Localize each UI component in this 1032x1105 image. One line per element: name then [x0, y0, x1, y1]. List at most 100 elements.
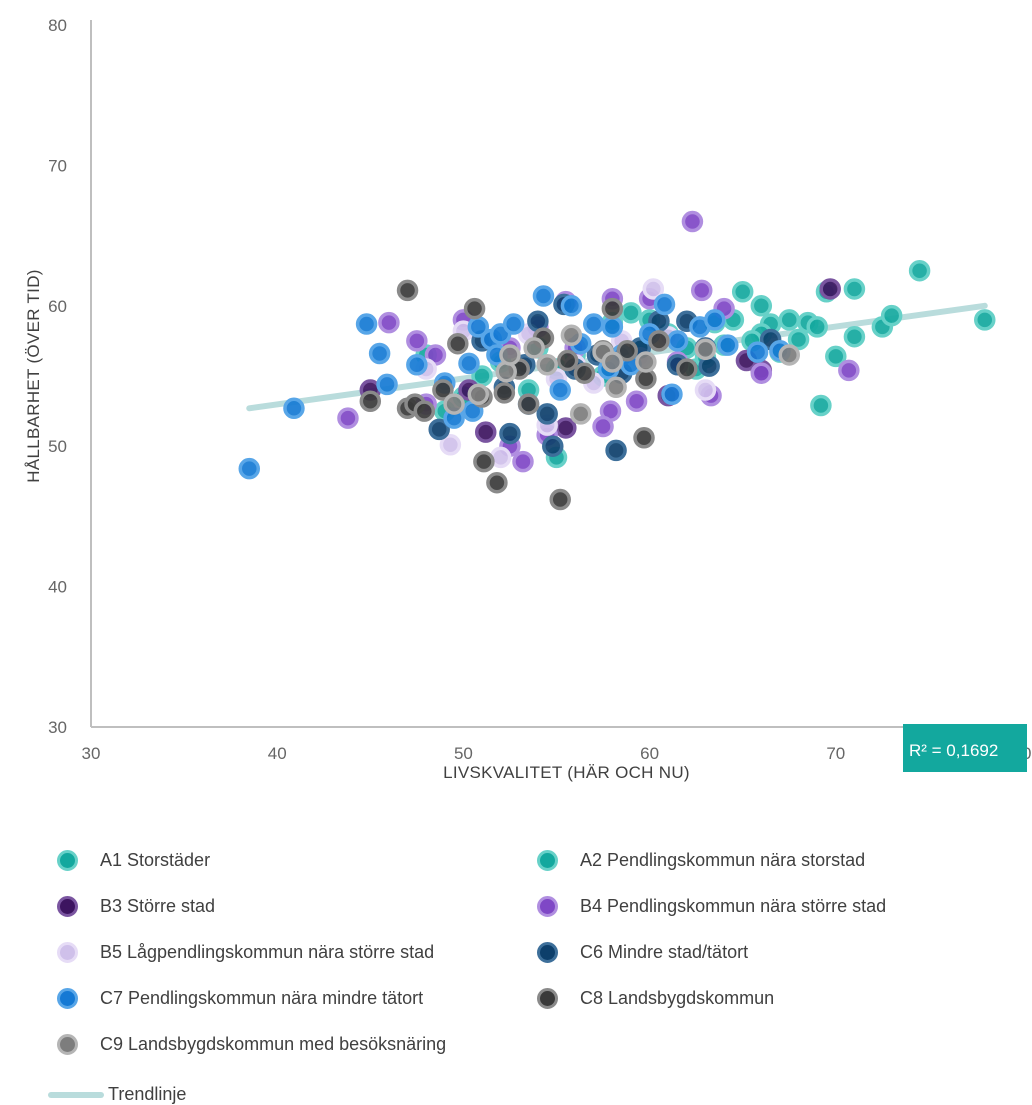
data-point [843, 278, 866, 300]
data-point [536, 403, 558, 425]
legend-marker [537, 942, 558, 963]
data-point [536, 354, 558, 376]
legend-item: B3 Större stad [57, 896, 215, 917]
legend-label: B5 Lågpendlingskommun nära större stad [100, 942, 435, 962]
data-point [690, 279, 713, 302]
data-point [555, 417, 577, 439]
data-point [635, 351, 657, 373]
data-point [908, 259, 931, 282]
data-point [592, 415, 614, 438]
data-point [376, 373, 398, 396]
data-point [843, 325, 866, 348]
legend-label: B3 Större stad [100, 896, 216, 916]
data-point [642, 278, 665, 300]
data-point [337, 407, 359, 429]
x-axis-title: LIVSKVALITET (HÄR OCH NU) [443, 763, 690, 782]
legend-marker [537, 850, 558, 871]
legend-item: B5 Lågpendlingskommun nära större stad [57, 942, 434, 963]
data-point [432, 379, 454, 401]
data-point [750, 362, 773, 384]
y-tick-label: 80 [48, 16, 67, 35]
data-point [238, 457, 261, 480]
data-point [458, 352, 480, 375]
y-tick-label: 50 [48, 437, 67, 456]
data-point [549, 488, 571, 511]
x-tick-label: 50 [454, 744, 473, 763]
data-point [787, 328, 810, 351]
data-point [661, 383, 683, 406]
legend-marker [57, 850, 78, 871]
data-point [582, 313, 605, 335]
scatter-chart: 30 40 50 60 70 80 30 40 50 60 70 80 LIVSKVALITET (… [24, 16, 1031, 782]
data-point [486, 471, 508, 494]
data-point [653, 293, 676, 316]
y-tick-label: 70 [48, 156, 67, 175]
data-point [676, 358, 698, 380]
data-point [648, 330, 670, 352]
y-axis-title: HÅLLBARHET (ÖVER TID) [24, 269, 43, 483]
data-point [573, 362, 596, 384]
data-point [428, 418, 450, 441]
data-point [750, 295, 773, 317]
data-point [666, 330, 689, 352]
data-point [681, 210, 704, 233]
data-point [378, 311, 400, 334]
legend-label: C8 Landsbygdskommun [580, 988, 775, 1008]
data-point [560, 295, 583, 317]
data-point [368, 342, 391, 365]
data-point [731, 281, 754, 303]
data-point [493, 382, 516, 404]
data-point [447, 332, 469, 355]
data-point [620, 302, 642, 324]
data-point [406, 354, 428, 376]
data-point [523, 337, 545, 359]
legend-item: B4 Pendlingskommun nära större stad [537, 896, 886, 917]
legend-marker [537, 988, 558, 1009]
data-point [704, 309, 726, 331]
data-point [549, 379, 571, 401]
data-point [810, 394, 832, 417]
data-point [439, 434, 462, 456]
data-point [359, 390, 382, 413]
data-point [283, 397, 305, 420]
chart-legend: A1 Storstäder A2 Pendlingskommun nära sto… [0, 820, 1032, 1104]
data-point [601, 297, 624, 320]
data-point [778, 344, 800, 366]
legend-label: C7 Pendlingskommun nära mindre tätort [100, 988, 424, 1008]
data-point [499, 344, 521, 366]
legend-marker [57, 1034, 78, 1055]
data-point [569, 403, 592, 425]
r2-label: R² = 0,1692 [903, 724, 1027, 772]
legend-label: C9 Landsbygdskommun med besöksnäring [100, 1034, 447, 1054]
data-point [778, 309, 800, 331]
data-point [698, 355, 720, 377]
legend-item: C9 Landsbygdskommun med besöksnäring [57, 1034, 446, 1055]
data-point [825, 345, 847, 368]
data-point [694, 338, 717, 361]
x-tick-label: 70 [826, 744, 845, 763]
data-point [495, 361, 517, 383]
data-point [838, 359, 860, 382]
data-point [512, 450, 534, 473]
y-axis-ticks: 30 40 50 60 70 80 [48, 16, 67, 737]
legend-trendline-marker [48, 1091, 104, 1098]
x-tick-label: 30 [82, 744, 101, 763]
data-point [355, 313, 378, 335]
data-point [819, 278, 841, 300]
data-point [443, 393, 465, 415]
data-point [396, 279, 419, 302]
data-point [974, 309, 996, 331]
data-point [616, 339, 639, 362]
y-tick-label: 30 [48, 718, 67, 737]
data-point [542, 435, 564, 457]
legend-item: A1 Storstäder [57, 850, 210, 871]
data-point [806, 316, 828, 338]
legend-label: A1 Storstäder [100, 850, 211, 870]
data-point [605, 439, 627, 462]
data-point [601, 351, 624, 373]
data-point [473, 450, 495, 473]
data-point [467, 383, 490, 406]
y-tick-label: 60 [48, 297, 67, 316]
legend-label: Trendlinje [108, 1084, 187, 1104]
legend-item: C8 Landsbygdskommun [537, 988, 774, 1009]
